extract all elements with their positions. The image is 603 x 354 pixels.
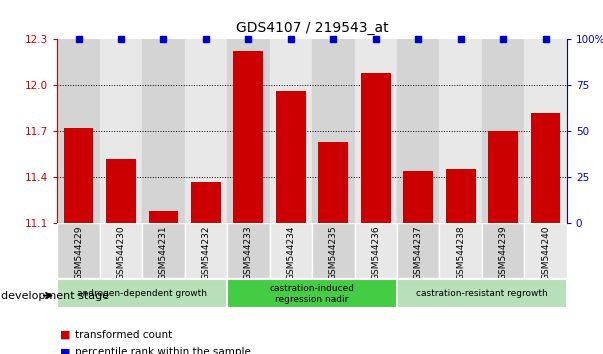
Text: GSM544238: GSM544238 <box>456 226 465 280</box>
Text: development stage: development stage <box>1 291 109 301</box>
Bar <box>185 39 227 223</box>
Bar <box>270 39 312 223</box>
Text: ■: ■ <box>60 347 71 354</box>
Bar <box>148 211 178 223</box>
Bar <box>185 223 227 278</box>
Text: GSM544235: GSM544235 <box>329 226 338 280</box>
Title: GDS4107 / 219543_at: GDS4107 / 219543_at <box>236 21 388 35</box>
Bar <box>440 223 482 278</box>
Bar <box>355 39 397 223</box>
Text: GSM544231: GSM544231 <box>159 226 168 280</box>
Text: GSM544232: GSM544232 <box>201 226 210 280</box>
Bar <box>99 223 142 278</box>
Bar <box>227 39 270 223</box>
Bar <box>397 279 567 308</box>
Text: transformed count: transformed count <box>75 330 172 339</box>
Bar <box>106 159 136 223</box>
Bar <box>142 39 185 223</box>
Bar <box>227 223 270 278</box>
Bar <box>318 142 348 223</box>
Bar <box>312 223 355 278</box>
Bar <box>361 73 391 223</box>
Text: percentile rank within the sample: percentile rank within the sample <box>75 347 251 354</box>
Bar <box>270 223 312 278</box>
Bar <box>397 223 440 278</box>
Bar <box>397 39 440 223</box>
Text: GSM544237: GSM544237 <box>414 226 423 280</box>
Bar <box>191 182 221 223</box>
Bar <box>482 223 525 278</box>
Bar <box>227 279 397 308</box>
Text: GSM544234: GSM544234 <box>286 226 295 280</box>
Bar <box>64 128 93 223</box>
Text: GSM544239: GSM544239 <box>499 226 508 280</box>
Text: GSM544229: GSM544229 <box>74 226 83 280</box>
Bar <box>233 51 264 223</box>
Text: GSM544236: GSM544236 <box>371 226 380 280</box>
Bar <box>488 131 518 223</box>
Bar <box>57 279 227 308</box>
Text: ■: ■ <box>60 330 71 339</box>
Bar <box>99 39 142 223</box>
Bar <box>355 223 397 278</box>
Text: GSM544233: GSM544233 <box>244 226 253 280</box>
Text: castration-induced
regression nadir: castration-induced regression nadir <box>270 284 355 303</box>
Bar <box>446 169 476 223</box>
Bar <box>403 171 433 223</box>
Bar <box>531 113 560 223</box>
Bar <box>525 39 567 223</box>
Bar <box>440 39 482 223</box>
Bar <box>57 39 99 223</box>
Text: GSM544240: GSM544240 <box>541 226 550 280</box>
Bar <box>276 91 306 223</box>
Bar <box>525 223 567 278</box>
Bar <box>57 223 99 278</box>
Text: androgen-dependent growth: androgen-dependent growth <box>77 289 207 298</box>
Bar <box>142 223 185 278</box>
Bar <box>482 39 525 223</box>
Bar <box>312 39 355 223</box>
Text: castration-resistant regrowth: castration-resistant regrowth <box>416 289 548 298</box>
Text: GSM544230: GSM544230 <box>116 226 125 280</box>
